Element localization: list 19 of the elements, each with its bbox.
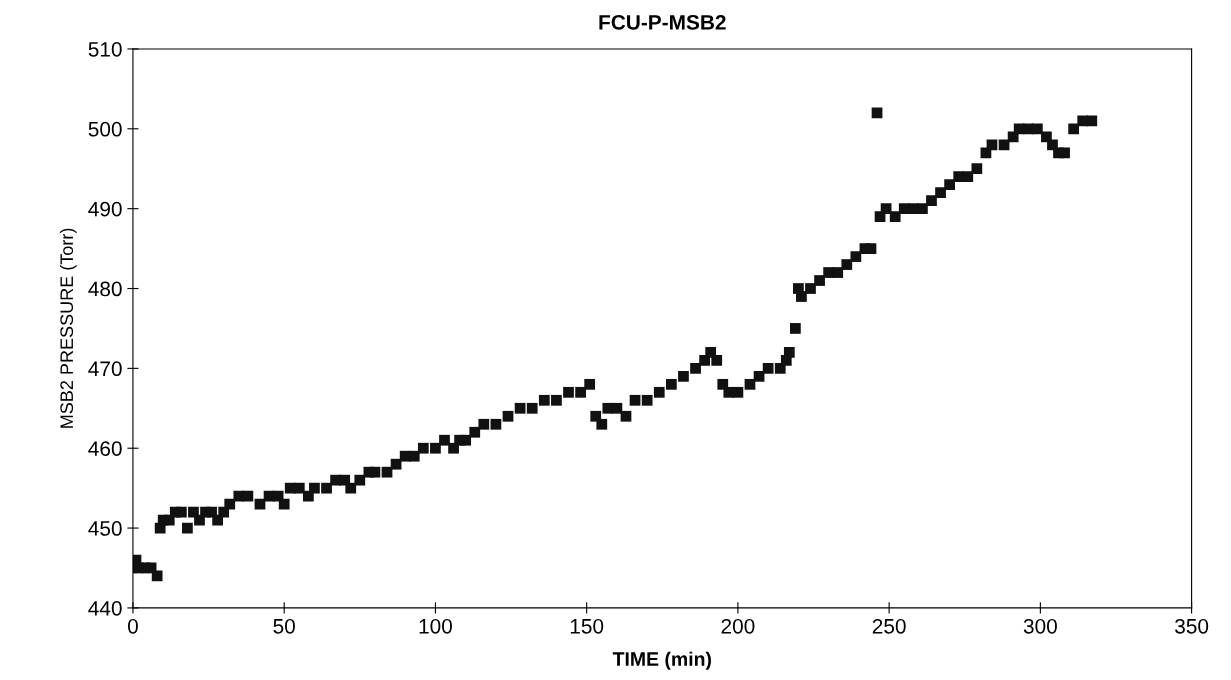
x-tick-label: 50 bbox=[273, 618, 295, 634]
y-tick-label: 510 bbox=[88, 41, 122, 57]
chart-title: FCU-P-MSB2 bbox=[599, 14, 726, 30]
y-tick-label: 470 bbox=[88, 361, 122, 377]
y-tick-label: 440 bbox=[88, 600, 122, 616]
x-axis-title: TIME (min) bbox=[612, 651, 711, 670]
x-tick-label: 150 bbox=[570, 618, 604, 634]
y-tick-label: 460 bbox=[88, 441, 122, 456]
x-tick-label: 350 bbox=[1175, 618, 1209, 634]
x-tick-label: 300 bbox=[1023, 618, 1057, 634]
y-tick-label: 480 bbox=[88, 281, 122, 297]
x-tick-label: 250 bbox=[872, 618, 906, 634]
y-tick-label: 450 bbox=[88, 521, 122, 536]
y-tick-label: 500 bbox=[88, 121, 122, 137]
y-axis-title: MSB2 PRESSURE (Torr) bbox=[59, 228, 77, 428]
x-tick-label: 100 bbox=[419, 618, 452, 634]
x-tick-label: 200 bbox=[721, 618, 755, 634]
y-tick-label: 490 bbox=[88, 201, 122, 217]
x-tick-label: 0 bbox=[127, 618, 138, 634]
